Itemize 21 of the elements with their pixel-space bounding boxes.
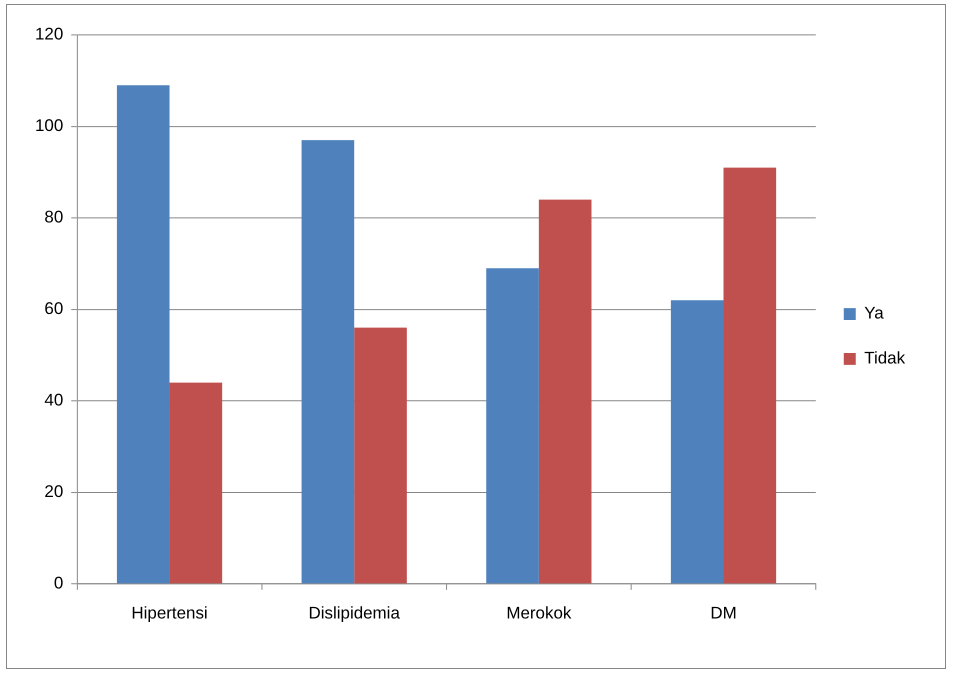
y-tick-label: 120	[34, 24, 64, 44]
x-tick-label: DM	[710, 604, 737, 623]
y-tick-label: 0	[54, 574, 64, 593]
x-tick-label: Hipertensi	[131, 604, 208, 623]
bar	[724, 168, 776, 584]
legend-label: Tidak	[864, 348, 906, 368]
y-tick-label: 20	[44, 482, 64, 502]
bar	[116, 85, 170, 584]
bar	[486, 268, 539, 584]
x-tick-label: Merokok	[506, 604, 572, 623]
bar	[538, 200, 592, 584]
x-tick-label: Dislipidemia	[308, 604, 400, 623]
y-tick-label: 100	[34, 116, 64, 136]
bar	[302, 140, 354, 584]
bar	[670, 300, 724, 584]
y-tick-label: 60	[44, 299, 64, 318]
bar	[354, 328, 407, 584]
y-tick-label: 40	[44, 390, 64, 410]
legend-label: Ya	[864, 304, 884, 323]
bar	[170, 382, 222, 584]
y-tick-label: 80	[44, 208, 64, 227]
